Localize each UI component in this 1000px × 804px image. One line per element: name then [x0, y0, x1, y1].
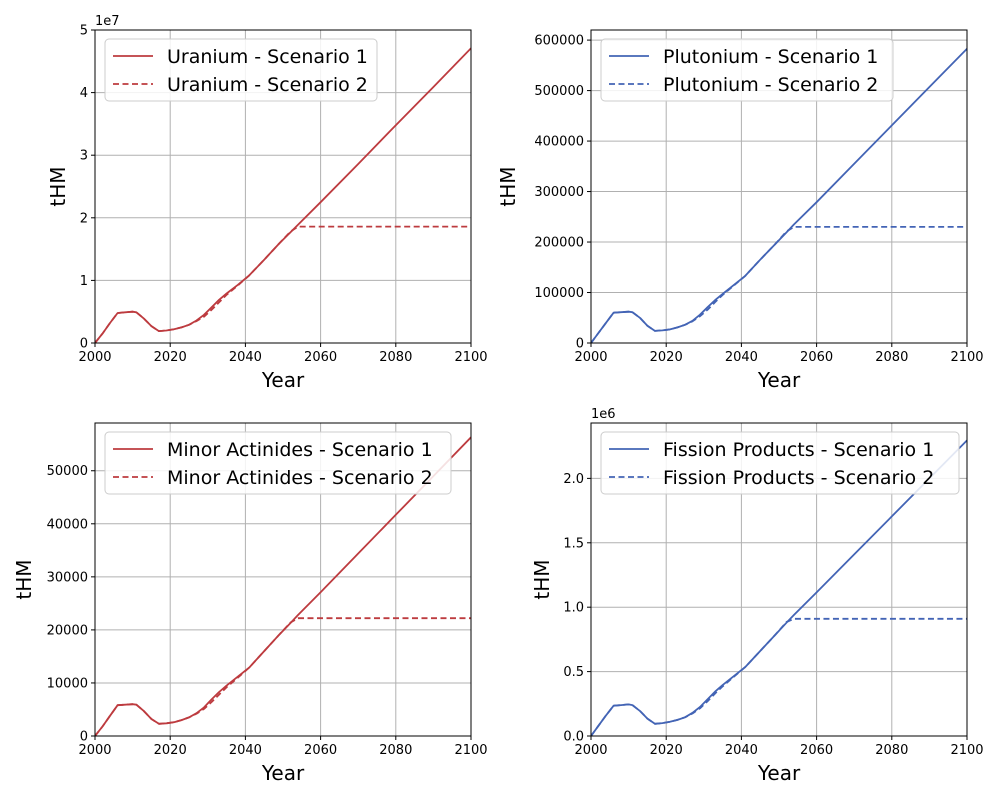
- y-tick-label: 300000: [534, 185, 584, 200]
- x-tick-label: 2020: [650, 350, 683, 365]
- plot-frame: [94, 29, 472, 344]
- y-axis-label: tHM: [496, 166, 520, 206]
- legend-entry-1: Fission Products - Scenario 1: [663, 439, 934, 461]
- series-line-scenario-2: [591, 617, 967, 736]
- chart-panel-1: 2000 2020 2040 2060 2080 2100 0 1 2 3 4 5 1e7 Year tHM…: [46, 14, 488, 392]
- y-tick-label: 600000: [534, 34, 584, 49]
- x-axis-label: Year: [757, 368, 801, 392]
- y-tick-label: 400000: [534, 135, 584, 150]
- x-tick-label: 2080: [875, 743, 908, 758]
- legend-entry-1: Plutonium - Scenario 1: [663, 46, 878, 68]
- x-tick-label: 2060: [304, 350, 337, 365]
- y-tick-label: 0.0: [563, 730, 584, 745]
- x-tick-label: 2000: [574, 350, 607, 365]
- y-tick-label: 5: [80, 24, 88, 39]
- series-line-scenario-2: [95, 617, 471, 736]
- y-tick-label: 10000: [47, 676, 88, 691]
- x-tick-label: 2060: [304, 743, 337, 758]
- axis-multiplier: 1e6: [591, 407, 616, 422]
- chart-panel-4: 2000 2020 2040 2060 2080 2100 0.0 0.5 1.0 1.5 2.0 1…: [530, 407, 984, 785]
- x-tick-label: 2040: [229, 350, 262, 365]
- y-tick-label: 0: [80, 730, 88, 745]
- x-tick-label: 2000: [78, 350, 111, 365]
- y-axis-label: tHM: [530, 559, 554, 599]
- plot-frame: [590, 422, 968, 737]
- y-axis-label: tHM: [46, 166, 70, 206]
- x-tick-label: 2100: [454, 743, 487, 758]
- legend-entry-2: Uranium - Scenario 2: [167, 74, 368, 96]
- x-tick-label: 2100: [950, 350, 983, 365]
- plot-frame: [94, 422, 472, 737]
- y-tick-label: 40000: [47, 517, 88, 532]
- x-axis-label: Year: [261, 761, 305, 785]
- y-tick-label: 20000: [47, 623, 88, 638]
- legend-entry-1: Minor Actinides - Scenario 1: [167, 439, 433, 461]
- x-tick-label: 2060: [800, 743, 833, 758]
- x-tick-label: 2080: [379, 350, 412, 365]
- legend-box: [600, 38, 894, 102]
- y-axis-label: tHM: [12, 559, 36, 599]
- y-tick-label: 0.5: [563, 665, 584, 680]
- y-tick-label: 0: [576, 337, 584, 352]
- y-tick-label: 200000: [534, 236, 584, 251]
- chart-panel-3: 2000 2020 2040 2060 2080 2100 0 10000 20000 30000…: [12, 422, 488, 785]
- x-tick-label: 2100: [454, 350, 487, 365]
- y-tick-label: 1: [80, 274, 88, 289]
- legend-box: [104, 431, 452, 495]
- x-tick-label: 2020: [154, 743, 187, 758]
- y-tick-label: 1.0: [563, 601, 584, 616]
- chart-panel-2: 2000 2020 2040 2060 2080 2100 0 100000 200000 300…: [496, 29, 984, 392]
- x-axis-label: Year: [261, 368, 305, 392]
- legend: Uranium - Scenario 1 Uranium - Scenario 2: [104, 38, 378, 102]
- plot-frame: [590, 29, 968, 344]
- x-tick-label: 2080: [875, 350, 908, 365]
- y-tick-label: 30000: [47, 570, 88, 585]
- x-tick-label: 2000: [78, 743, 111, 758]
- x-tick-label: 2100: [950, 743, 983, 758]
- legend-box: [600, 431, 960, 495]
- legend-entry-2: Minor Actinides - Scenario 2: [167, 467, 433, 489]
- legend-box: [104, 38, 378, 102]
- legend: Fission Products - Scenario 1 Fission Pro…: [600, 431, 960, 495]
- x-tick-label: 2000: [574, 743, 607, 758]
- y-tick-label: 2: [80, 211, 88, 226]
- x-tick-label: 2040: [229, 743, 262, 758]
- x-tick-label: 2060: [800, 350, 833, 365]
- x-tick-label: 2040: [725, 743, 758, 758]
- legend: Plutonium - Scenario 1 Plutonium - Scenar…: [600, 38, 894, 102]
- x-tick-label: 2080: [379, 743, 412, 758]
- y-tick-label: 4: [80, 86, 88, 101]
- axis-multiplier: 1e7: [95, 14, 120, 29]
- series-line-scenario-2: [591, 225, 967, 343]
- y-tick-label: 50000: [47, 464, 88, 479]
- y-tick-label: 1.5: [563, 536, 584, 551]
- y-tick-label: 0: [80, 337, 88, 352]
- x-tick-label: 2020: [650, 743, 683, 758]
- x-tick-label: 2040: [725, 350, 758, 365]
- x-tick-label: 2020: [154, 350, 187, 365]
- y-tick-label: 3: [80, 149, 88, 164]
- legend-entry-2: Plutonium - Scenario 2: [663, 74, 878, 96]
- x-axis-label: Year: [757, 761, 801, 785]
- legend: Minor Actinides - Scenario 1 Minor Actini…: [104, 431, 452, 495]
- y-tick-label: 500000: [534, 84, 584, 99]
- y-tick-label: 100000: [534, 286, 584, 301]
- legend-entry-1: Uranium - Scenario 1: [167, 46, 368, 68]
- series-line-scenario-2: [95, 225, 471, 343]
- y-tick-label: 2.0: [563, 472, 584, 487]
- legend-entry-2: Fission Products - Scenario 2: [663, 467, 934, 489]
